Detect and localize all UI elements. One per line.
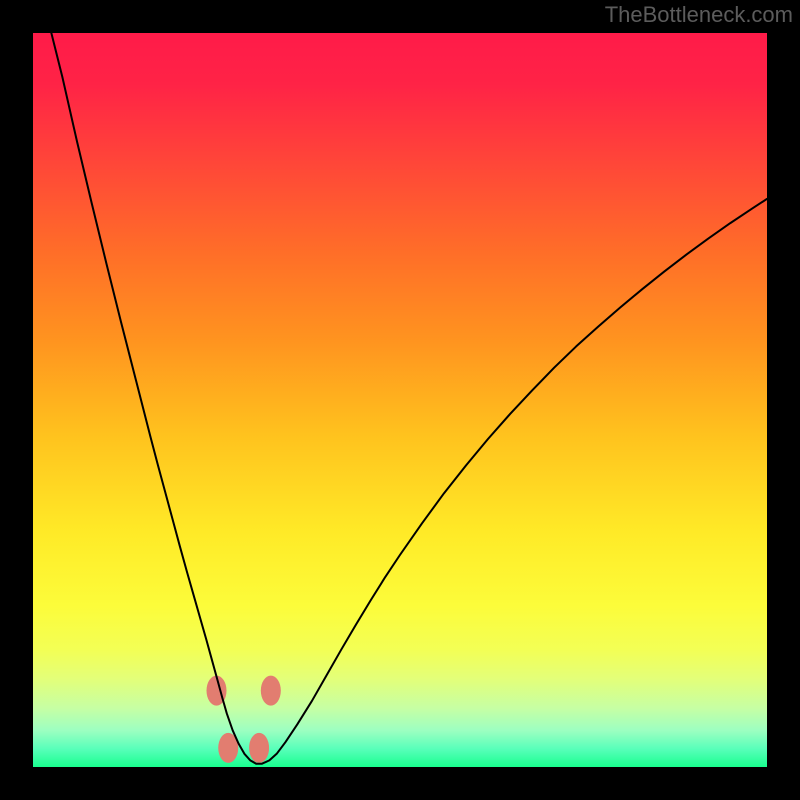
watermark-text: TheBottleneck.com	[605, 2, 793, 27]
chart-svg: TheBottleneck.com	[0, 0, 800, 800]
bottleneck-chart: TheBottleneck.com	[0, 0, 800, 800]
plot-area	[33, 33, 767, 767]
marker-blob	[261, 676, 281, 706]
marker-blob	[249, 733, 269, 763]
